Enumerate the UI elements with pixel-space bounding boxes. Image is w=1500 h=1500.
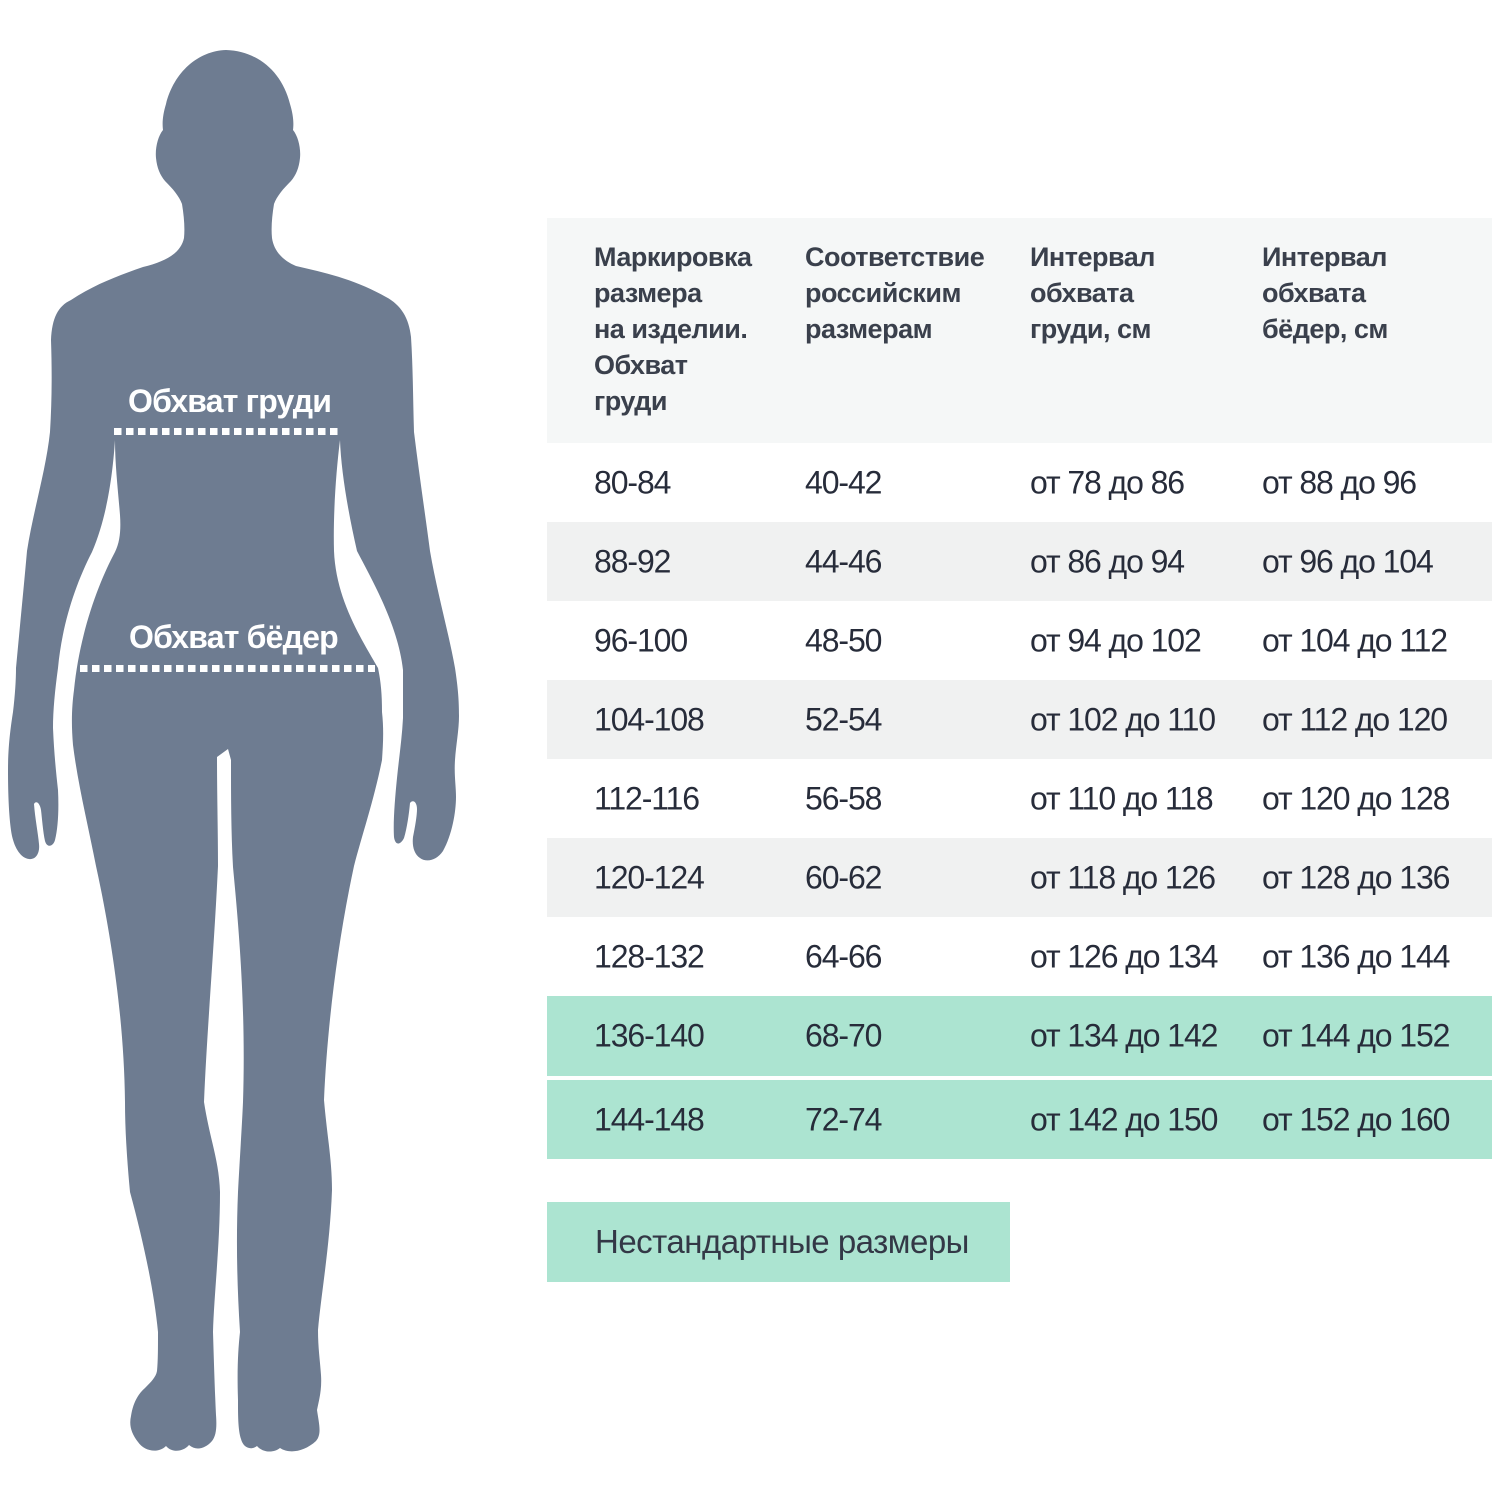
svg-text:Обхват бёдер: Обхват бёдер	[129, 619, 338, 655]
svg-text:Обхват груди: Обхват груди	[128, 383, 331, 419]
